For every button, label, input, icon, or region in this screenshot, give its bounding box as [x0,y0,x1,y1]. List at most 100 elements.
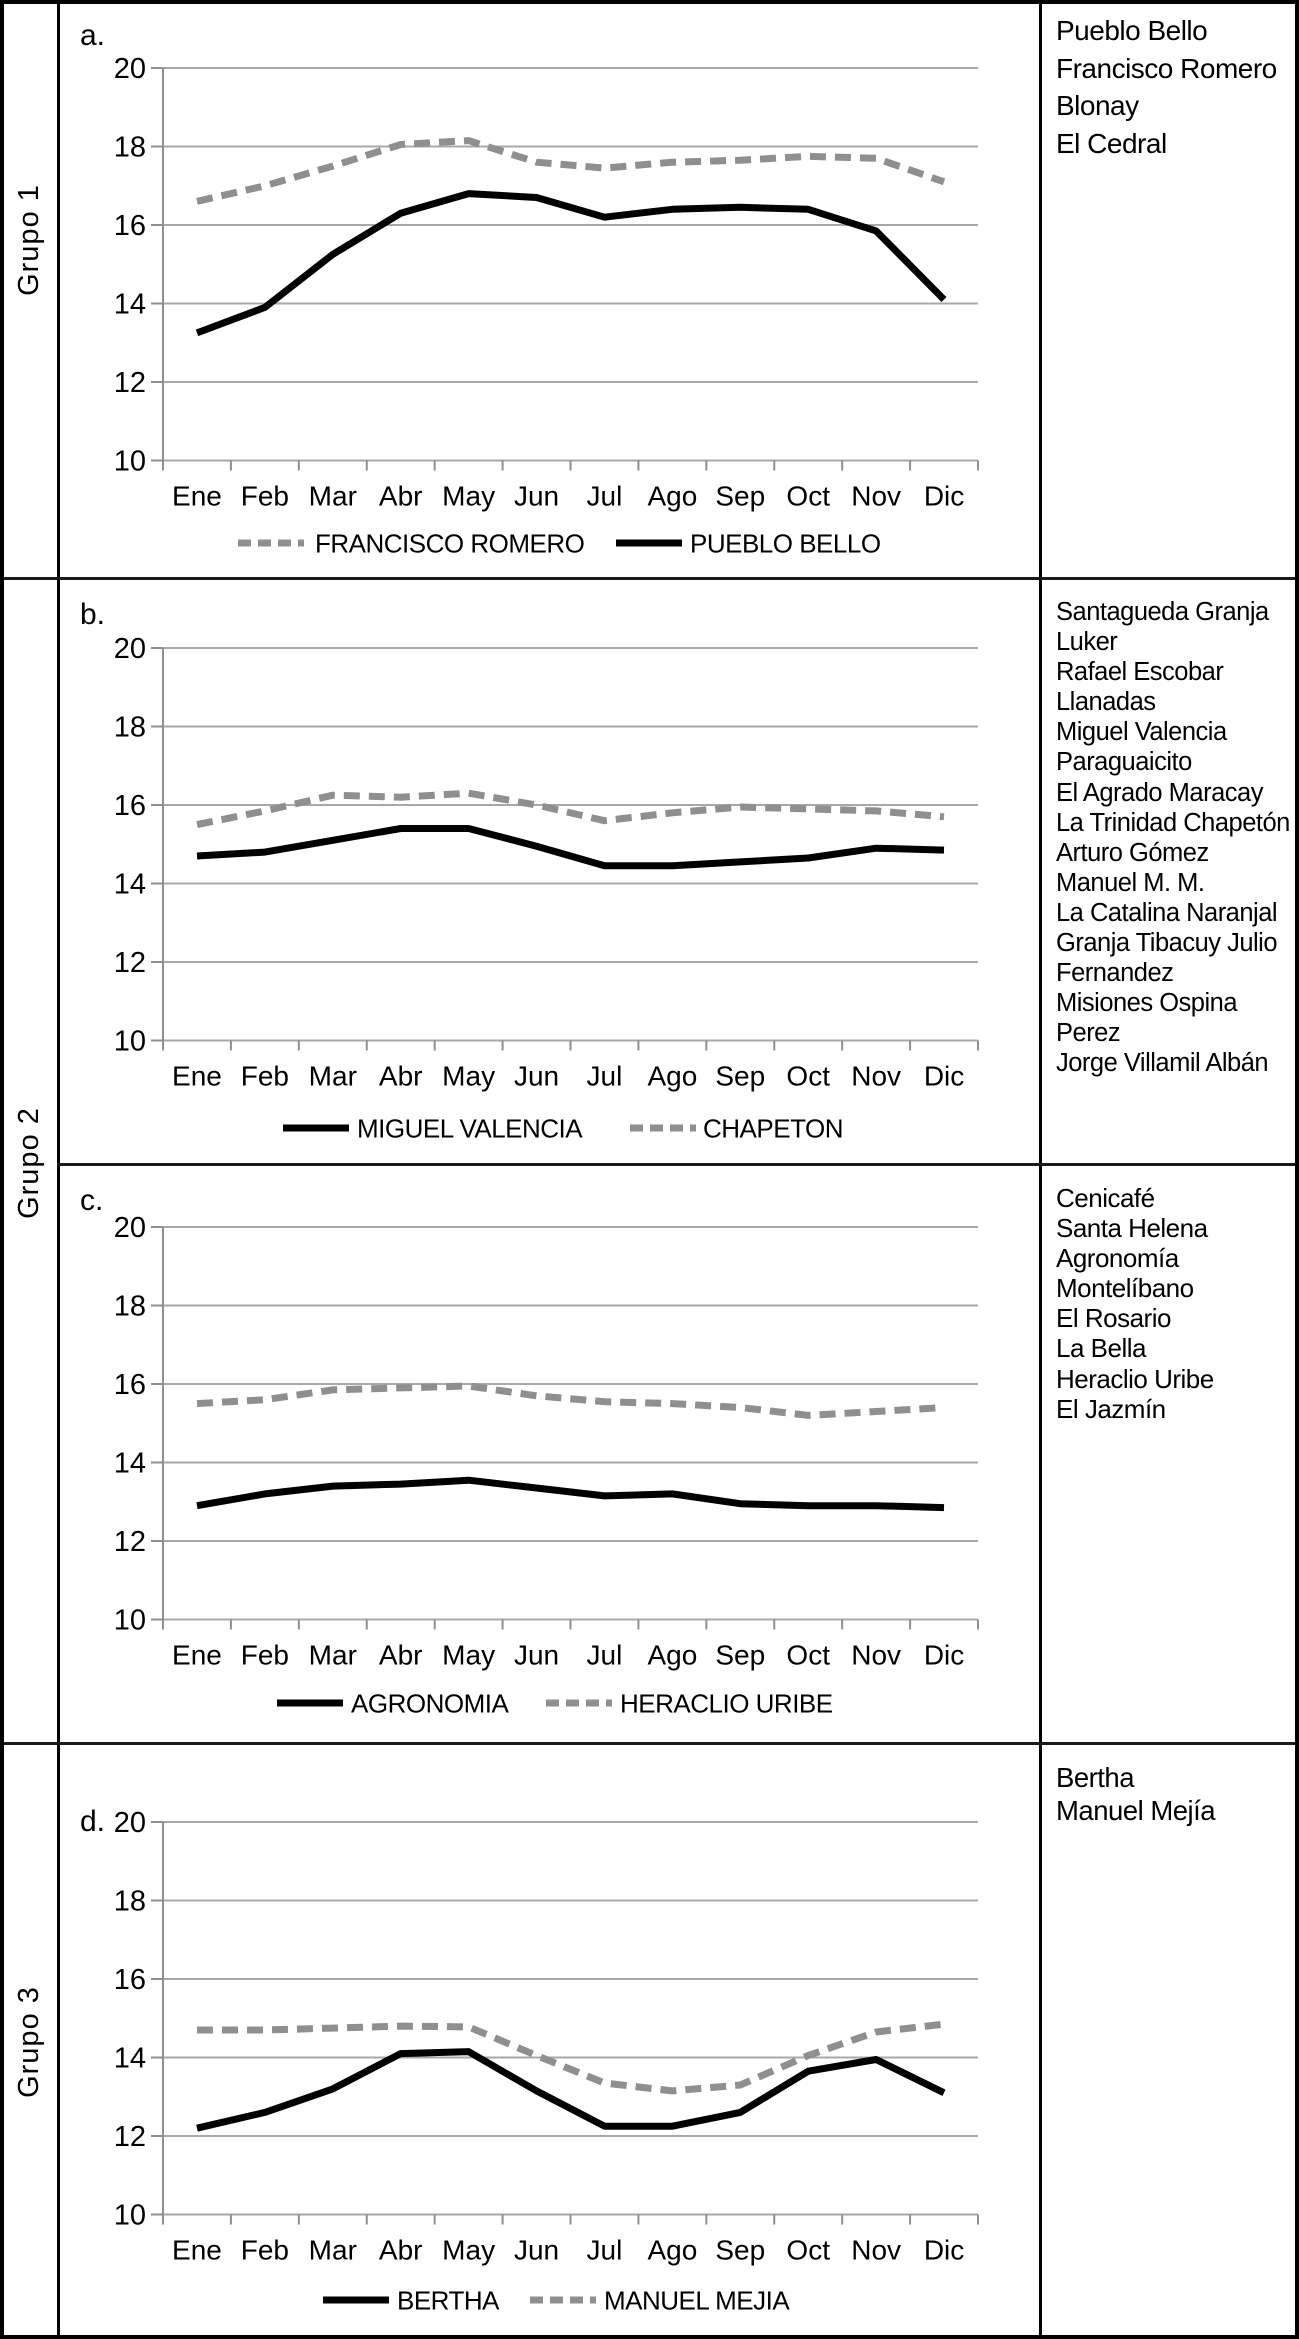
x-axis-month-label: Feb [241,481,289,512]
y-axis-tick-label: 12 [114,1526,146,1558]
y-axis-tick-label: 16 [114,1369,146,1401]
x-axis-month-label: Ene [172,1640,222,1671]
x-axis-month-label: Ene [172,2235,222,2266]
y-axis-tick-label: 10 [114,446,146,478]
chart-panel-a: 20 18 16 14 12 10 Ene Feb Mar Abr May Jun Jul Ago Sep O… [80,19,979,559]
chart-panel-b: 20 18 16 14 12 10 Ene Feb Mar Abr May Jun Jul Ago Sep O… [80,598,979,1144]
station-name: El Cedral [1056,127,1167,159]
x-axis-month-label: Dic [924,1640,964,1671]
x-axis-month-label: Abr [379,1640,423,1671]
station-name: Miguel Valencia [1056,718,1227,747]
series-line-dashed [196,1382,945,1419]
station-name: La Trinidad Chapetón [1056,808,1290,837]
series-line-dashed [197,2020,945,2095]
y-axis-tick-label: 18 [114,1291,146,1323]
x-axis-month-label: Nov [851,2235,901,2266]
panel-letter-a: a. [80,19,105,52]
station-name: El Agrado Maracay [1056,778,1263,807]
x-axis-month-label: Jun [514,2235,559,2266]
x-axis-month-label: Nov [851,481,901,512]
y-axis-tick-label: 12 [114,947,146,979]
panel-letter-d: d. [80,1805,105,1838]
station-list-panel-d: Bertha Manuel Mejía [1056,1761,1294,1827]
station-name: Blonay [1056,90,1139,121]
x-axis-month-label: Ene [172,1061,222,1092]
x-axis-month-label: Mar [309,2235,357,2266]
legend-label: MIGUEL VALENCIA [357,1114,583,1144]
row-label-grupo-2: Grupo 2 [13,1107,45,1219]
y-axis-tick-label: 18 [114,132,146,164]
series-line-dashed [196,137,946,205]
x-axis-month-label: Feb [241,1061,289,1092]
x-axis-month-label: May [442,481,495,512]
x-axis-month-label: Mar [309,481,357,512]
x-axis-month-label: Ago [647,2235,697,2266]
legend-label: PUEBLO BELLO [690,529,881,559]
x-axis-month-label: May [442,1061,495,1092]
station-name: Cenicafé [1056,1183,1155,1213]
x-axis-month-label: Nov [851,1061,901,1092]
y-axis-tick-label: 14 [114,869,146,901]
station-name: Paraguaicito [1056,748,1192,777]
y-axis-tick-label: 14 [114,1448,146,1480]
x-axis-month-label: Jul [587,481,623,512]
legend-label: MANUEL MEJIA [604,2286,790,2316]
y-axis-tick-label: 20 [114,633,146,665]
y-axis-tick-label: 20 [114,1212,146,1244]
station-name: Heraclio Uribe [1056,1363,1214,1394]
panel-letter-b: b. [80,598,105,631]
x-axis-month-label: Feb [241,1640,289,1671]
legend-label: HERACLIO URIBE [620,1689,833,1719]
x-axis-month-label: May [442,2235,495,2266]
y-axis-tick-label: 10 [114,2200,146,2232]
x-axis-month-label: Oct [786,1061,830,1092]
x-axis-month-label: Ago [647,481,697,512]
y-axis-tick-label: 14 [114,289,146,321]
legend-label: FRANCISCO ROMERO [315,529,584,559]
x-axis-month-label: Ago [647,1061,697,1092]
station-name: Montelíbano [1056,1273,1194,1304]
right-column-divider [1039,0,1042,2339]
station-name: Pueblo Bello [1056,15,1208,46]
x-axis-month-label: Ago [647,1640,697,1671]
x-axis-month-label: Jun [514,1061,559,1092]
x-axis-month-label: Abr [379,2235,423,2266]
row-label-grupo-1: Grupo 1 [13,184,45,296]
y-axis-tick-label: 16 [114,790,146,822]
station-name: Arturo Gómez [1056,838,1209,867]
station-list-panel-c: Cenicafé Santa Helena Agronomía Montelíbano… [1056,1183,1294,1424]
x-axis-month-label: May [442,1640,495,1671]
legend-label: AGRONOMIA [351,1689,509,1719]
x-axis-month-label: Dic [924,2235,964,2266]
station-name: Santa Helena [1056,1213,1208,1244]
x-axis-month-label: Mar [309,1640,357,1671]
station-name: Manuel Mejía [1056,1795,1216,1826]
y-axis-tick-label: 20 [114,53,146,85]
station-name: La Catalina Naranjal [1056,898,1278,927]
x-axis-month-label: Sep [715,1061,765,1092]
station-name: Jorge Villamil Albán [1056,1049,1269,1078]
x-axis-month-label: Ene [172,481,222,512]
station-name: Francisco Romero [1056,52,1277,84]
x-axis-month-label: Dic [924,1061,964,1092]
chart-panel-c: 20 18 16 14 12 10 Ene Feb Mar Abr May Jun Jul Ago Sep O… [80,1184,979,1719]
y-axis-tick-label: 14 [114,2043,146,2075]
x-axis-month-label: Dic [924,481,964,512]
x-axis-month-label: Sep [715,1640,765,1671]
station-list-panel-b: Santagueda Granja Luker Rafael Escobar Llan… [1056,597,1294,1079]
station-name: Llanadas [1056,688,1156,717]
y-axis-tick-label: 10 [114,1605,146,1637]
y-axis-tick-label: 16 [114,1964,146,1996]
station-name: Agronomía [1056,1243,1179,1274]
station-name: Granja Tibacuy Julio [1056,929,1278,958]
x-axis-month-label: Mar [309,1061,357,1092]
panel-letter-c: c. [80,1184,103,1217]
x-axis-month-label: Sep [715,2235,765,2266]
station-name: Fernandez [1056,959,1174,988]
station-name: Misiones Ospina [1056,989,1238,1018]
station-name: Rafael Escobar [1056,658,1224,687]
x-axis-month-label: Jun [514,1640,559,1671]
y-axis-tick-label: 18 [114,712,146,744]
row-label-grupo-3: Grupo 3 [13,1986,45,2098]
